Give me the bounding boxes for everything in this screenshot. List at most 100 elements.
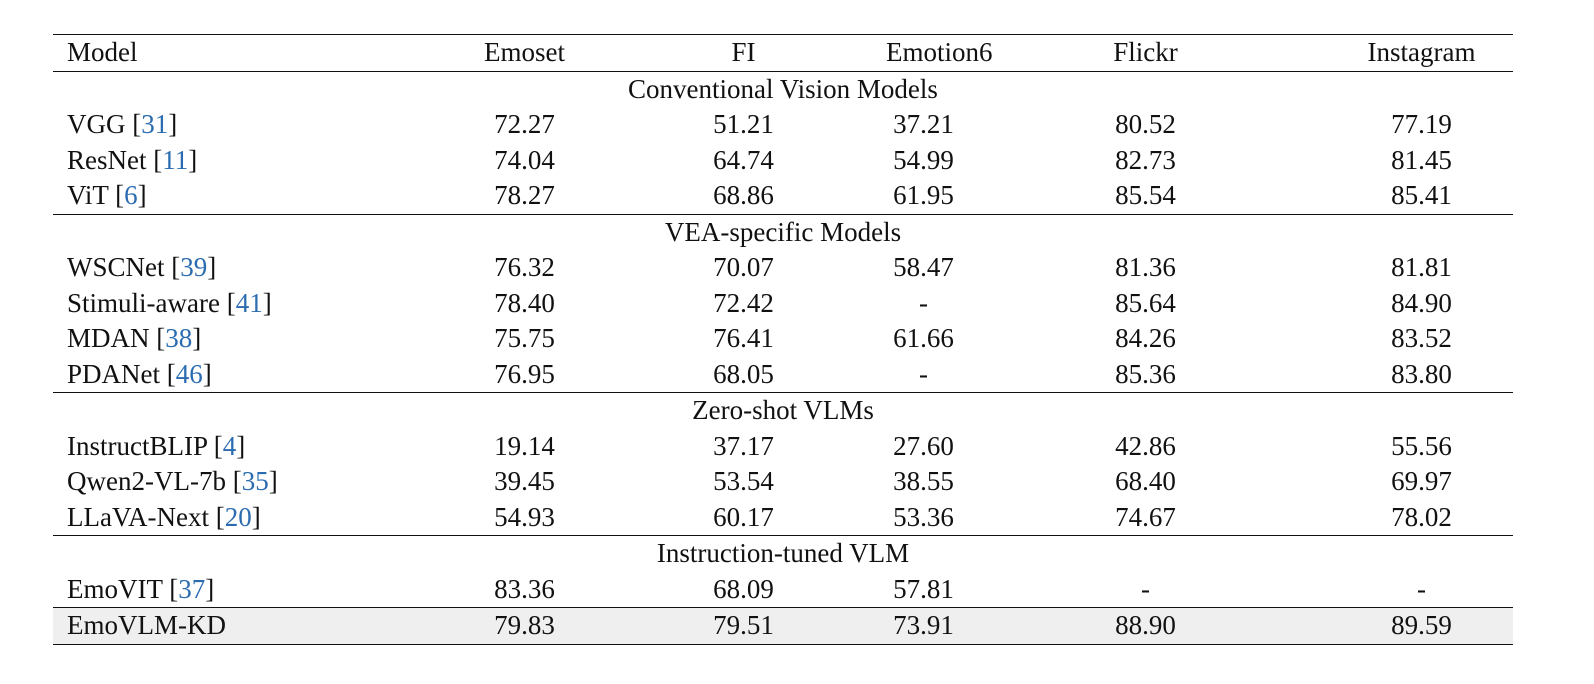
value-cell-flickr: 42.86 [1115,430,1176,461]
section-title: VEA-specific Models [664,216,902,247]
model-name-cell: WSCNet [39] [67,252,217,282]
citation-link[interactable]: 4 [222,430,237,461]
value-cell-emotion6: 38.55 [893,466,954,496]
model-name: Qwen2-VL-7b [67,466,226,496]
value-cell-emotion6: 61.66 [893,323,954,353]
value-cell-instagram: 77.19 [1391,109,1452,139]
value-cell-fi: 68.09 [713,573,774,604]
model-name: WSCNet [67,252,165,282]
model-name-cell: Stimuli-aware [41] [67,287,272,318]
table-body: Conventional Vision Models VGG [31] 72.27 5… [53,71,1513,644]
value-cell-fi: 51.21 [713,109,774,139]
value-cell-instagram: 83.52 [1391,323,1452,353]
value-cell-fi: 37.17 [713,430,774,461]
model-name: ViT [67,180,109,210]
model-name-cell: MDAN [38] [67,323,202,353]
model-name: MDAN [67,323,150,353]
value-cell-flickr: 85.36 [1115,358,1176,389]
model-name-cell: Qwen2-VL-7b [35] [67,466,278,496]
citation-link[interactable]: 46 [175,358,203,389]
table-row: Stimuli-aware [41] 78.40 72.42 - 85.64 84.90 [53,286,1513,322]
value-cell-flickr: 81.36 [1115,252,1176,282]
model-name-cell: ResNet [11] [67,144,198,175]
col-header-fi: FI [731,37,756,67]
table-row: InstructBLIP [4] 19.14 37.17 27.60 42.86 55.5… [53,429,1513,465]
model-name: InstructBLIP [67,430,207,461]
value-cell-flickr: 84.26 [1115,323,1176,353]
value-cell-emoset: 78.27 [494,180,555,210]
value-cell-instagram: - [1417,573,1426,604]
value-cell-emotion6: 54.99 [893,144,954,175]
value-cell-emoset: 39.45 [494,466,555,496]
section-header-row: Instruction-tuned VLM [53,535,1513,572]
value-cell-emotion6: 53.36 [893,501,954,532]
table-row: VGG [31] 72.27 51.21 37.21 80.52 77.19 [53,107,1513,143]
model-name: LLaVA-Next [67,501,209,532]
value-cell-emoset: 54.93 [494,501,555,532]
value-cell-emoset: 76.95 [494,358,555,389]
col-header-flickr: Flickr [1113,37,1178,67]
model-name-cell: ViT [6] [67,180,147,210]
table-row: PDANet [46] 76.95 68.05 - 85.36 83.80 [53,357,1513,393]
value-cell-instagram: 78.02 [1391,501,1452,532]
citation-link[interactable]: 41 [235,287,263,318]
model-name: Stimuli-aware [67,287,220,318]
value-cell-fi: 72.42 [713,287,774,318]
value-cell-fi: 68.86 [713,180,774,210]
value-cell-instagram: 69.97 [1391,466,1452,496]
citation-link[interactable]: 35 [241,466,269,496]
section-title: Instruction-tuned VLM [656,538,910,568]
table-row: EmoVIT [37] 83.36 68.09 57.81 - - [53,572,1513,608]
value-cell-flickr: 85.64 [1115,287,1176,318]
value-cell-instagram: 85.41 [1391,180,1452,210]
value-cell-fi: 76.41 [713,323,774,353]
value-cell-emotion6: 27.60 [893,430,954,461]
value-cell-emoset: 19.14 [494,430,555,461]
section-header-row: Zero-shot VLMs [53,392,1513,429]
header-row: Model Emoset FI Emotion6 Flickr Instagra… [53,34,1513,72]
value-cell-emotion6: 57.81 [893,573,954,604]
citation-link[interactable]: 20 [224,501,252,532]
table-row: WSCNet [39] 76.32 70.07 58.47 81.36 81.81 [53,250,1513,286]
citation-link[interactable]: 39 [180,252,208,282]
value-cell-emoset: 76.32 [494,252,555,282]
value-cell-emoset: 83.36 [494,573,555,604]
value-cell-emotion6: 58.47 [893,252,954,282]
value-cell-emoset: 72.27 [494,109,555,139]
model-name: VGG [67,109,126,139]
value-cell-emotion6: - [919,358,928,389]
value-cell-instagram: 83.80 [1391,358,1452,389]
col-header-emoset: Emoset [484,37,565,67]
value-cell-fi: 60.17 [713,501,774,532]
model-name-cell: InstructBLIP [4] [67,430,246,461]
value-cell-flickr: - [1141,573,1150,604]
section-title: Conventional Vision Models [628,73,938,104]
model-name-cell: LLaVA-Next [20] [67,501,261,532]
citation-link[interactable]: 31 [141,109,169,139]
results-table: Model Emoset FI Emotion6 Flickr Instagra… [53,34,1513,645]
value-cell-emoset: 75.75 [494,323,555,353]
citation-link[interactable]: 6 [124,180,138,210]
model-name: EmoVIT [67,573,163,604]
value-cell-emotion6: - [919,287,928,318]
value-cell-fi: 64.74 [713,144,774,175]
value-cell-flickr: 85.54 [1115,180,1176,210]
model-name-cell: VGG [31] [67,109,178,139]
table-row: ViT [6] 78.27 68.86 61.95 85.54 85.41 [53,178,1513,214]
citation-link[interactable]: 38 [165,323,193,353]
value-cell-flickr: 68.40 [1115,466,1176,496]
table-row: Qwen2-VL-7b [35] 39.45 53.54 38.55 68.40 69.9… [53,464,1513,500]
value-cell-flickr: 88.90 [961,607,1330,644]
citation-link[interactable]: 37 [178,573,206,604]
value-cell-instagram: 84.90 [1391,287,1452,318]
value-cell-emoset: 79.83 [448,607,601,644]
table-row: LLaVA-Next [20] 54.93 60.17 53.36 74.67 78.02 [53,500,1513,536]
value-cell-instagram: 89.59 [1330,607,1513,644]
value-cell-emotion6: 37.21 [893,109,954,139]
value-cell-fi: 53.54 [713,466,774,496]
value-cell-flickr: 82.73 [1115,144,1176,175]
citation-link[interactable]: 11 [162,144,189,175]
value-cell-emoset: 74.04 [494,144,555,175]
section-header-row: VEA-specific Models [53,214,1513,250]
value-cell-fi: 79.51 [601,607,886,644]
